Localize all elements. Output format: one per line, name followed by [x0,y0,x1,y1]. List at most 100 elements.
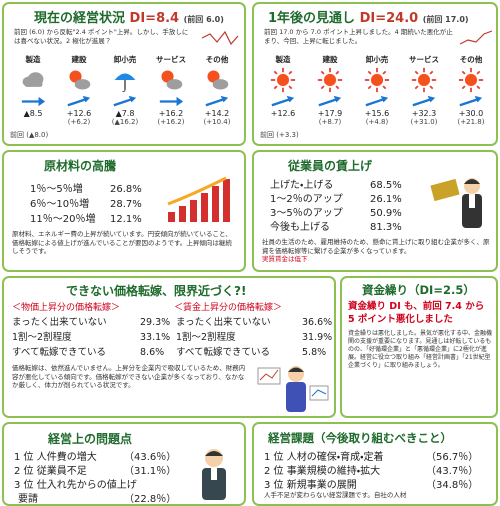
sector-value: +32.3 [411,109,437,118]
sector: 製造 +12.6 [260,54,306,118]
row: まったく出来ていない 29.3% まったく出来ていない 36.6% [12,314,332,328]
row: 1 位 人件費の増大 （43.6％） [14,448,176,463]
value: 26.1% [370,194,402,205]
value: （34.8％） [426,480,479,491]
sector-name: 建設 [322,55,338,64]
arrow [65,95,93,108]
decoration [179,206,186,222]
decoration [459,68,483,92]
label: すべて転嫁できている [12,347,106,358]
decoration [318,68,342,92]
label: 1割～2割程度 [176,332,236,343]
arrow [19,95,47,108]
decoration: 社員の生活のため、雇用維持のため、懸命に賃上げに取り組む企業が多く、原資を価格転… [262,238,492,264]
note: 前回 17.0 から 7.0 ポイント上昇しました。4 期続いた悪化が止まり、今… [264,28,453,45]
sector-name: 製造 [25,55,41,64]
label: 6％～10％増 [30,199,90,210]
title: 資金繰り（DI=2.5） [362,283,475,297]
value: （56.7％） [426,452,479,463]
decoration [288,367,304,372]
prev: (前回 17.0) [422,15,469,24]
decoration [460,96,482,105]
title: 1年後の見通し [268,11,356,26]
sector-value: +30.0 [458,109,484,118]
sector-value: ▲7.8 [115,109,135,118]
prev: (前回 6.0) [183,15,224,24]
value: 28.7% [110,199,142,210]
decoration [462,194,482,228]
decoration [168,179,230,222]
sector-name: 卸小売 [113,55,137,64]
arrow [410,95,438,108]
icon [110,67,140,93]
decoration [201,30,239,46]
note: 社員の生活のため、雇用維持のため、懸命に賃上げに取り組む企業が多く、原資を価格転… [262,238,490,255]
title: 経営課題（今後取り組むべきこと） [268,431,452,445]
sector-prev: (+10.4) [203,118,231,126]
sector-name: サービス [156,55,186,64]
value: 8.6% [140,347,165,358]
label: まったく出来ていない [12,317,107,328]
decoration [412,68,436,92]
value: 29.3% [140,317,171,328]
label: 今後も上げる [270,222,330,233]
sector-prev: (+3.3) [276,131,299,139]
decoration [22,97,45,106]
decoration [259,369,279,381]
decoration [69,70,90,89]
decoration [286,382,306,412]
decoration [207,70,228,89]
note: 前回 (6.0) から反転"2.4 ポイント"上昇。しかし、手放しには喜べない状… [14,28,189,45]
sector: 建設 +12.6 (+6.2) [56,54,102,126]
sector: サービス +16.2 (+16.2) [148,54,194,126]
label: すべて転嫁できている [176,347,270,358]
label: 2 位 事業規模の維持・拡大 [264,466,381,477]
title: 原材料の高騰 [44,159,117,173]
deco-graph [201,30,239,46]
label: 3 位 新規事業の展開 [264,480,357,491]
decoration [459,30,493,45]
decoration [23,72,44,87]
di: DI=24.0 [359,11,419,26]
note: 資金繰りは悪化しました。景気が悪化する中、金融機関の支援が重要になります。見通し… [348,330,493,369]
decoration [366,96,388,105]
icon [409,67,439,93]
icon [64,67,94,93]
arrow [363,95,391,108]
decoration [211,468,217,480]
decoration [202,468,226,500]
sector-value: ▲8.5 [23,109,43,118]
arrow [157,95,185,108]
title: できない価格転嫁、限界近づく?! [66,284,247,298]
deco-worker [257,366,329,412]
decoration [272,96,294,105]
note: 価格転嫁は、依然進んでいません。上昇分を企業内で吸収しているため、財務内容が悪化… [12,364,246,389]
label: 上げた・上げる [270,180,334,191]
note-red: 実質賃金は低下 [262,255,308,263]
title: 従業員の賃上げ [288,159,373,173]
prev-label: 前回 [10,131,24,139]
arrow [457,95,485,108]
value: 81.3% [370,222,402,233]
row: 2 位 従業員不足 （31.1％） [14,462,176,477]
outlook-heading: 1年後の見通し DI=24.0 (前回 17.0) [268,7,469,26]
value: 50.9% [370,208,402,219]
value: 33.1% [140,332,171,343]
value: 68.5% [370,180,402,191]
decoration [271,68,295,92]
note: 人手不足が変わらない経営課題です。自社の人材 [264,491,407,499]
decoration [464,179,480,184]
row: 1％～5％増 26.8% [30,180,142,195]
decoration [114,96,136,105]
arrow [203,95,231,108]
icon [362,67,392,93]
sector-value: +12.6 [66,109,92,118]
decoration [309,385,329,401]
value: （43.7％） [426,466,479,477]
decoration [201,193,208,222]
label: 1％～5％増 [30,184,83,195]
wages-panel: 従業員の賃上げ 上げた・上げる 68.5% 1～2％のアップ 26.1% 3～5％の… [252,150,498,272]
sector-prev: (▲16.2) [111,118,139,126]
sector-prev: (▲8.0) [26,131,49,139]
label: まったく出来ていない [176,317,271,328]
